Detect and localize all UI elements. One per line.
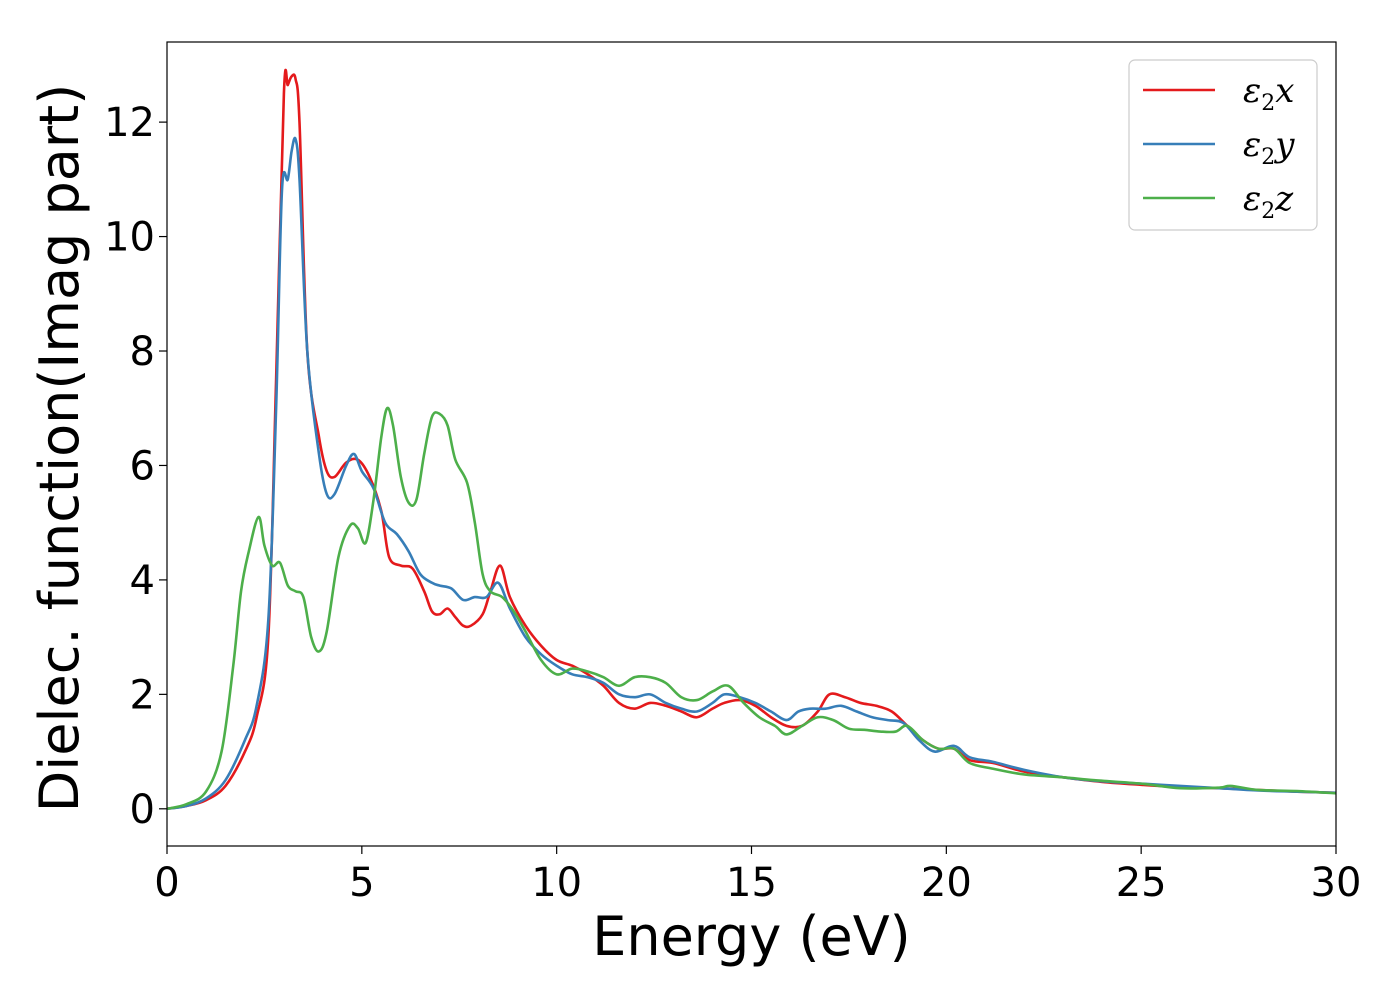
y-tick-label: 2: [130, 672, 155, 718]
legend-label-variable: z: [1274, 179, 1294, 219]
y-axis-title: Dielec. function(Imag part): [28, 84, 91, 813]
x-axis-title: Energy (eV): [592, 905, 911, 968]
y-tick-label: 0: [130, 787, 155, 833]
legend-label-base: ε: [1243, 179, 1261, 219]
series-line-z: [166, 406, 1337, 811]
legend-label: ε2z: [1243, 179, 1294, 224]
x-axis: 0 5 10 15 20 25 30: [154, 846, 1361, 906]
legend-label-base: ε: [1243, 71, 1261, 111]
y-tick-label: 12: [104, 100, 155, 146]
legend-box: [1128, 59, 1318, 231]
x-tick-label: 15: [726, 860, 777, 906]
y-tick-label: 10: [104, 215, 155, 261]
series-layer: [166, 68, 1337, 811]
legend-label-subscript: 2: [1261, 91, 1275, 116]
y-axis: 0 2 4 6 8 10 12: [104, 100, 167, 833]
y-tick-label: 6: [130, 443, 155, 489]
series-line-y: [166, 136, 1337, 811]
x-tick-label: 30: [1311, 860, 1362, 906]
x-tick-label: 25: [1116, 860, 1167, 906]
legend-label-base: ε: [1243, 125, 1261, 165]
legend-label-subscript: 2: [1261, 145, 1275, 170]
legend-label-variable: x: [1275, 71, 1294, 111]
x-tick-label: 5: [349, 860, 374, 906]
x-tick-label: 20: [921, 860, 972, 906]
x-tick-label: 0: [154, 860, 179, 906]
y-tick-label: 8: [130, 329, 155, 375]
legend-label-subscript: 2: [1261, 199, 1275, 224]
y-tick-label: 4: [130, 558, 155, 604]
legend-label-variable: y: [1273, 125, 1295, 165]
legend-label: ε2y: [1243, 125, 1295, 170]
legend-label: ε2x: [1243, 71, 1294, 116]
x-tick-label: 10: [531, 860, 582, 906]
